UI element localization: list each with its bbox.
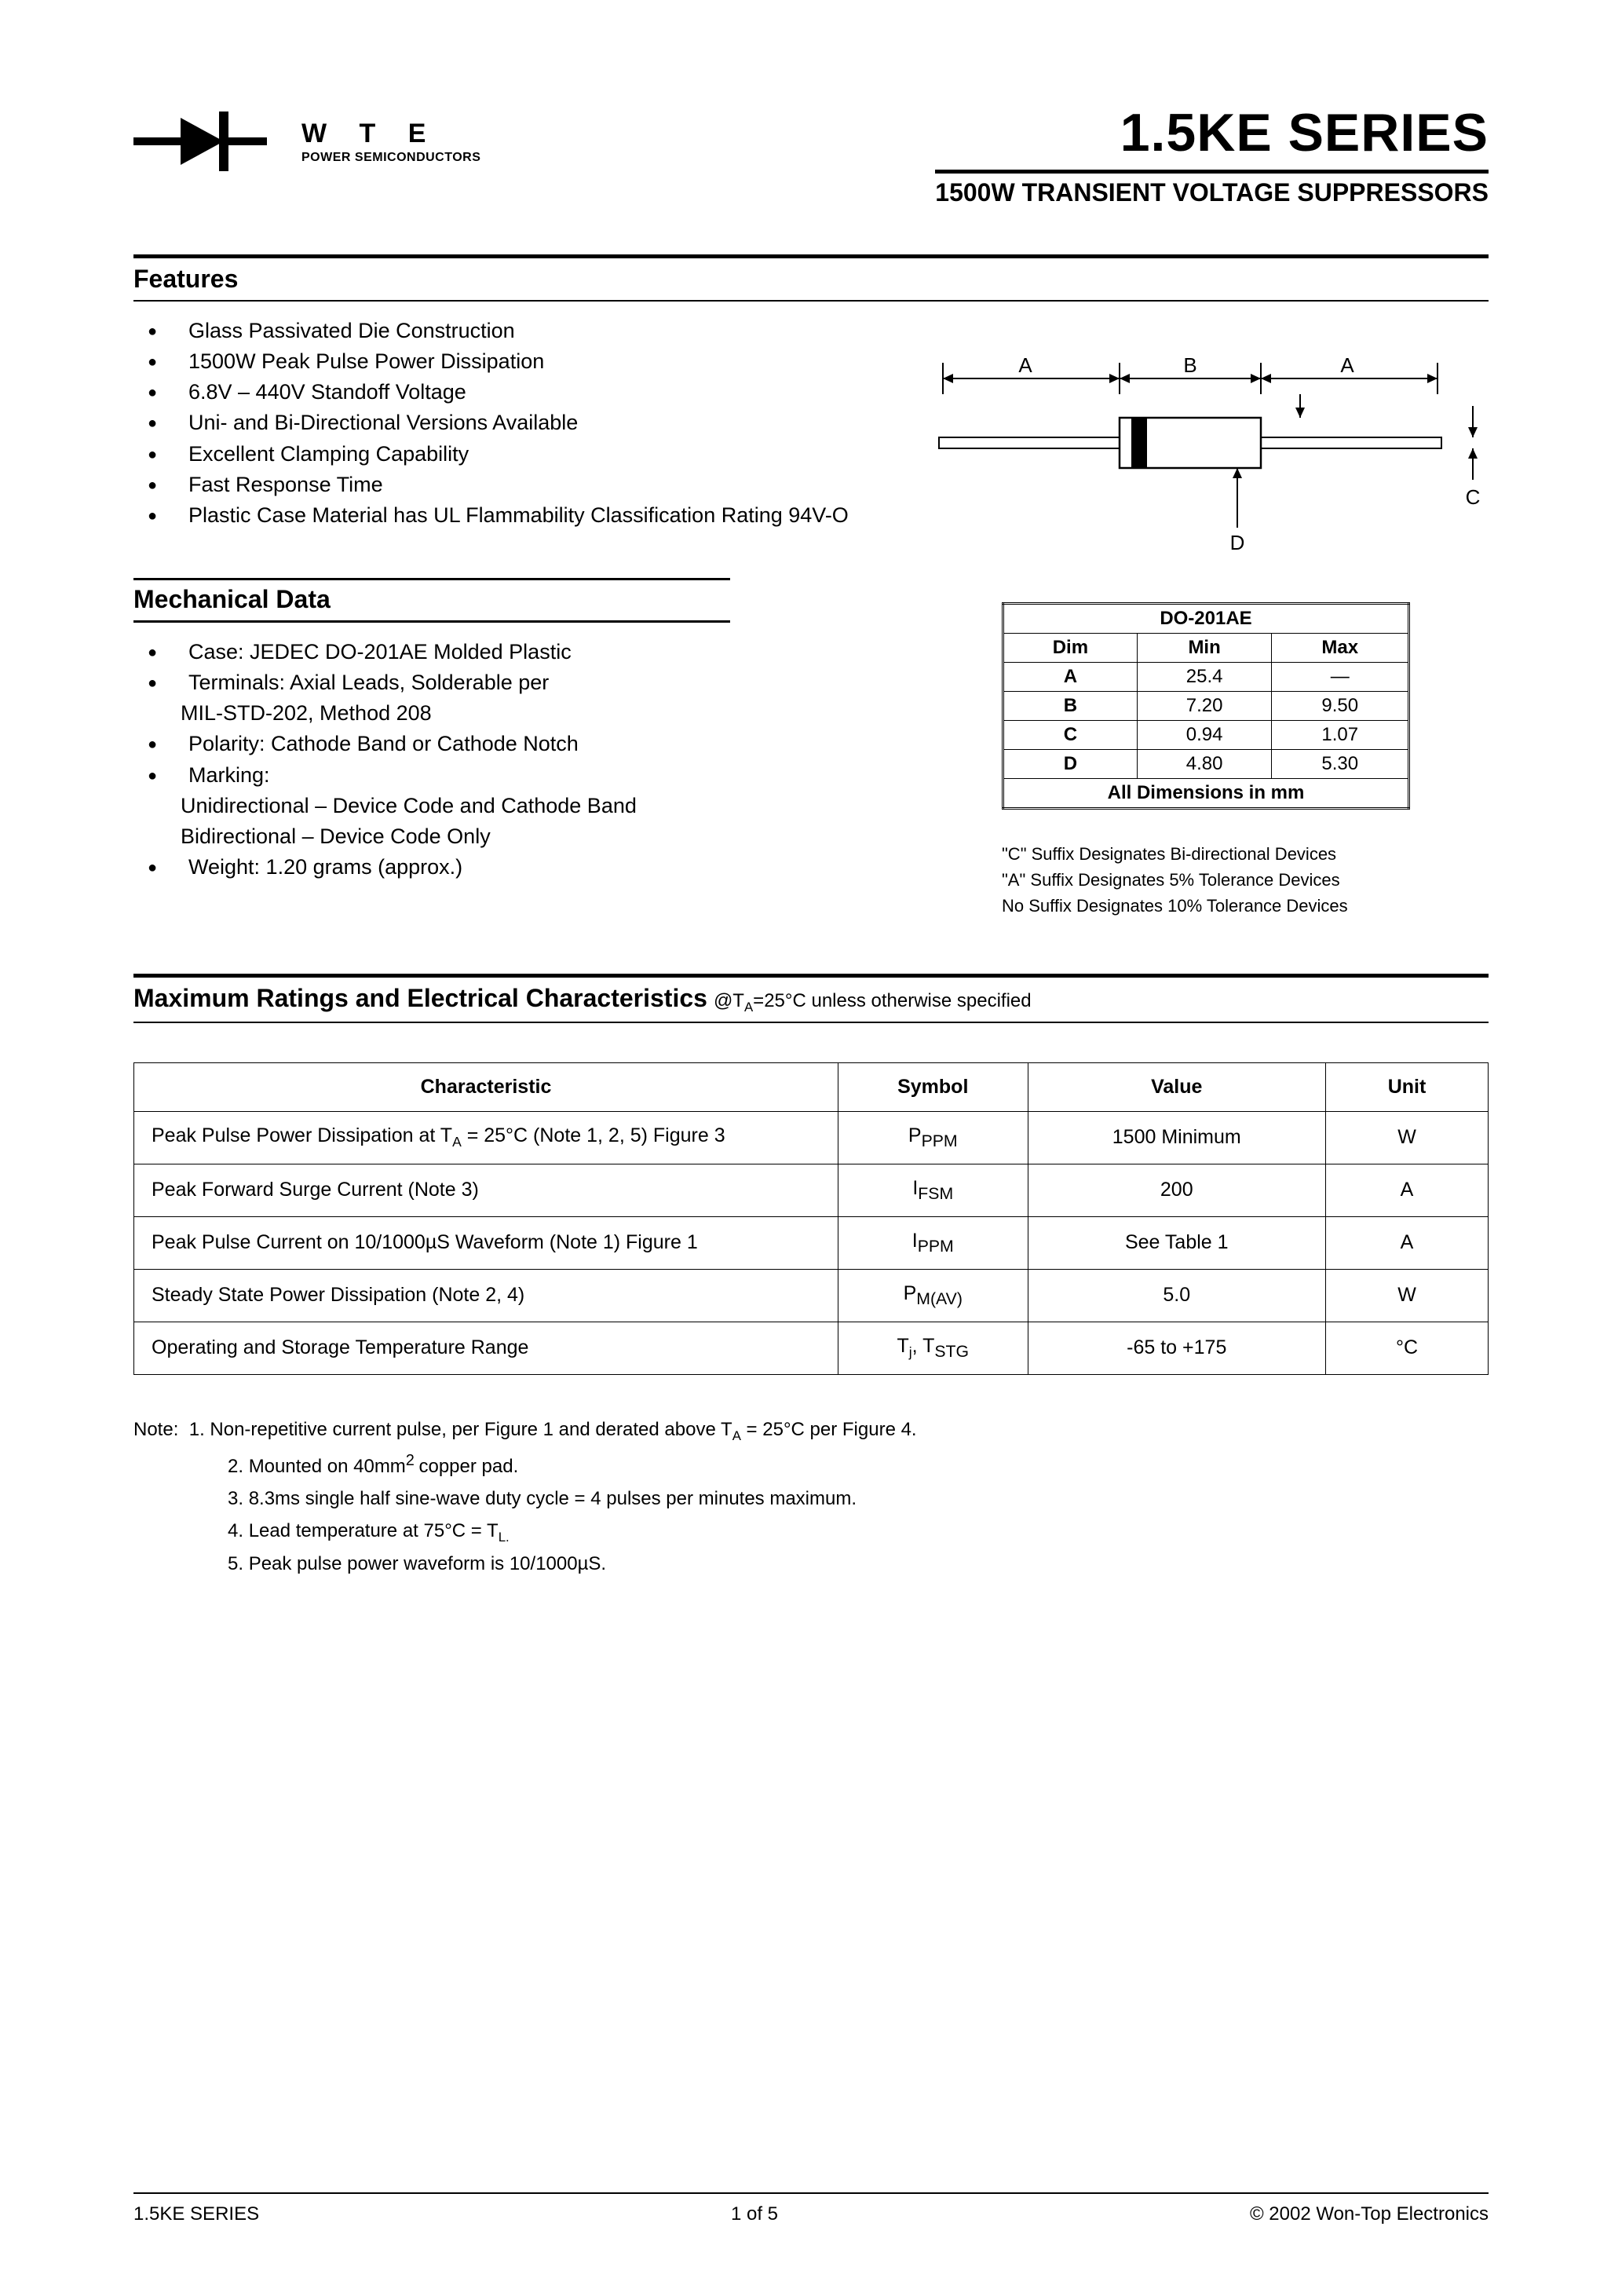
dim-label-d: D [1230, 531, 1245, 554]
dim-cell: 0.94 [1137, 721, 1272, 750]
note-line: Note: 1. Non-repetitive current pulse, p… [133, 1414, 1489, 1447]
doc-subtitle: 1500W TRANSIENT VOLTAGE SUPPRESSORS [935, 178, 1489, 207]
feature-item: Glass Passivated Die Construction [141, 316, 860, 346]
dim-cell: D [1003, 750, 1138, 779]
footer-right: © 2002 Won-Top Electronics [1250, 2203, 1489, 2225]
ratings-table: Characteristic Symbol Value Unit Peak Pu… [133, 1062, 1489, 1375]
feature-item: 6.8V – 440V Standoff Voltage [141, 377, 860, 408]
note-line: 2. Mounted on 40mm2 copper pad. [133, 1447, 1489, 1483]
ratings-header: Symbol [838, 1062, 1028, 1111]
logo-text-sub: POWER SEMICONDUCTORS [301, 151, 480, 165]
dim-cell: 4.80 [1137, 750, 1272, 779]
dimension-table: DO-201AE Dim Min Max A25.4— B7.209.50 C0… [1002, 602, 1410, 810]
feature-item: Uni- and Bi-Directional Versions Availab… [141, 408, 860, 438]
feature-item: 1500W Peak Pulse Power Dissipation [141, 346, 860, 377]
ratings-row: Peak Forward Surge Current (Note 3) IFSM… [134, 1164, 1489, 1216]
dim-label-a2: A [1340, 353, 1354, 377]
note-line: 3. 8.3ms single half sine-wave duty cycl… [133, 1483, 1489, 1515]
mechanical-subline: Bidirectional – Device Code Only [133, 821, 860, 852]
feature-item: Plastic Case Material has UL Flammabilit… [141, 500, 860, 531]
suffix-note: "A" Suffix Designates 5% Tolerance Devic… [1002, 867, 1489, 893]
mechanical-item: Marking: [141, 760, 860, 791]
dim-cell: 7.20 [1137, 692, 1272, 721]
notes-block: Note: 1. Non-repetitive current pulse, p… [133, 1414, 1489, 1581]
features-heading: Features [133, 265, 1489, 294]
package-outline-diagram: A B A D C [923, 316, 1489, 567]
ratings-row: Steady State Power Dissipation (Note 2, … [134, 1269, 1489, 1322]
note-line: 5. Peak pulse power waveform is 10/1000µ… [133, 1548, 1489, 1581]
dim-table-footer: All Dimensions in mm [1003, 779, 1409, 809]
ratings-header: Value [1028, 1062, 1326, 1111]
max-ratings-heading: Maximum Ratings and Electrical Character… [133, 984, 707, 1013]
dim-cell: 25.4 [1137, 663, 1272, 692]
mechanical-list: Case: JEDEC DO-201AE Molded Plastic Term… [133, 637, 860, 698]
dim-cell: B [1003, 692, 1138, 721]
dim-cell: C [1003, 721, 1138, 750]
page-header: W T E POWER SEMICONDUCTORS 1.5KE SERIES … [133, 102, 1489, 207]
feature-item: Excellent Clamping Capability [141, 439, 860, 470]
dim-label-a: A [1018, 353, 1032, 377]
features-list: Glass Passivated Die Construction 1500W … [133, 316, 860, 531]
dim-cell: A [1003, 663, 1138, 692]
footer-left: 1.5KE SERIES [133, 2203, 259, 2225]
title-block: 1.5KE SERIES 1500W TRANSIENT VOLTAGE SUP… [935, 102, 1489, 207]
dim-table-header: Dim [1003, 634, 1138, 663]
feature-item: Fast Response Time [141, 470, 860, 500]
suffix-notes: "C" Suffix Designates Bi-directional Dev… [1002, 841, 1489, 919]
dim-cell: 5.30 [1272, 750, 1409, 779]
suffix-note: "C" Suffix Designates Bi-directional Dev… [1002, 841, 1489, 867]
doc-title: 1.5KE SERIES [935, 102, 1489, 163]
dim-label-c: C [1466, 485, 1481, 509]
mechanical-list: Weight: 1.20 grams (approx.) [133, 852, 860, 883]
ratings-row: Operating and Storage Temperature Range … [134, 1322, 1489, 1374]
mechanical-item: Weight: 1.20 grams (approx.) [141, 852, 860, 883]
dim-cell: — [1272, 663, 1409, 692]
mechanical-subline: Unidirectional – Device Code and Cathode… [133, 791, 860, 821]
dim-cell: 1.07 [1272, 721, 1409, 750]
dim-table-title: DO-201AE [1003, 604, 1409, 634]
mechanical-item: Terminals: Axial Leads, Solderable per [141, 667, 860, 698]
mechanical-subline: MIL-STD-202, Method 208 [133, 698, 860, 729]
dim-cell: 9.50 [1272, 692, 1409, 721]
mechanical-heading: Mechanical Data [133, 585, 860, 614]
dim-table-header: Min [1137, 634, 1272, 663]
ratings-row: Peak Pulse Power Dissipation at TA = 25°… [134, 1111, 1489, 1164]
suffix-note: No Suffix Designates 10% Tolerance Devic… [1002, 893, 1489, 919]
mechanical-list: Polarity: Cathode Band or Cathode Notch … [133, 729, 860, 790]
ratings-row: Peak Pulse Current on 10/1000µS Waveform… [134, 1216, 1489, 1269]
mechanical-item: Case: JEDEC DO-201AE Molded Plastic [141, 637, 860, 667]
dim-table-header: Max [1272, 634, 1409, 663]
ratings-header: Unit [1326, 1062, 1489, 1111]
ratings-header: Characteristic [134, 1062, 838, 1111]
page-footer: 1.5KE SERIES 1 of 5 © 2002 Won-Top Elect… [133, 2192, 1489, 2225]
max-ratings-condition: @TA=25°C unless otherwise specified [714, 990, 1032, 1015]
mechanical-item: Polarity: Cathode Band or Cathode Notch [141, 729, 860, 759]
diode-logo-icon [133, 102, 290, 181]
dim-label-b: B [1183, 353, 1196, 377]
note-line: 4. Lead temperature at 75°C = TL. [133, 1515, 1489, 1548]
logo-block: W T E POWER SEMICONDUCTORS [133, 102, 480, 181]
logo-text-wte: W T E [301, 119, 480, 149]
footer-center: 1 of 5 [731, 2203, 778, 2225]
